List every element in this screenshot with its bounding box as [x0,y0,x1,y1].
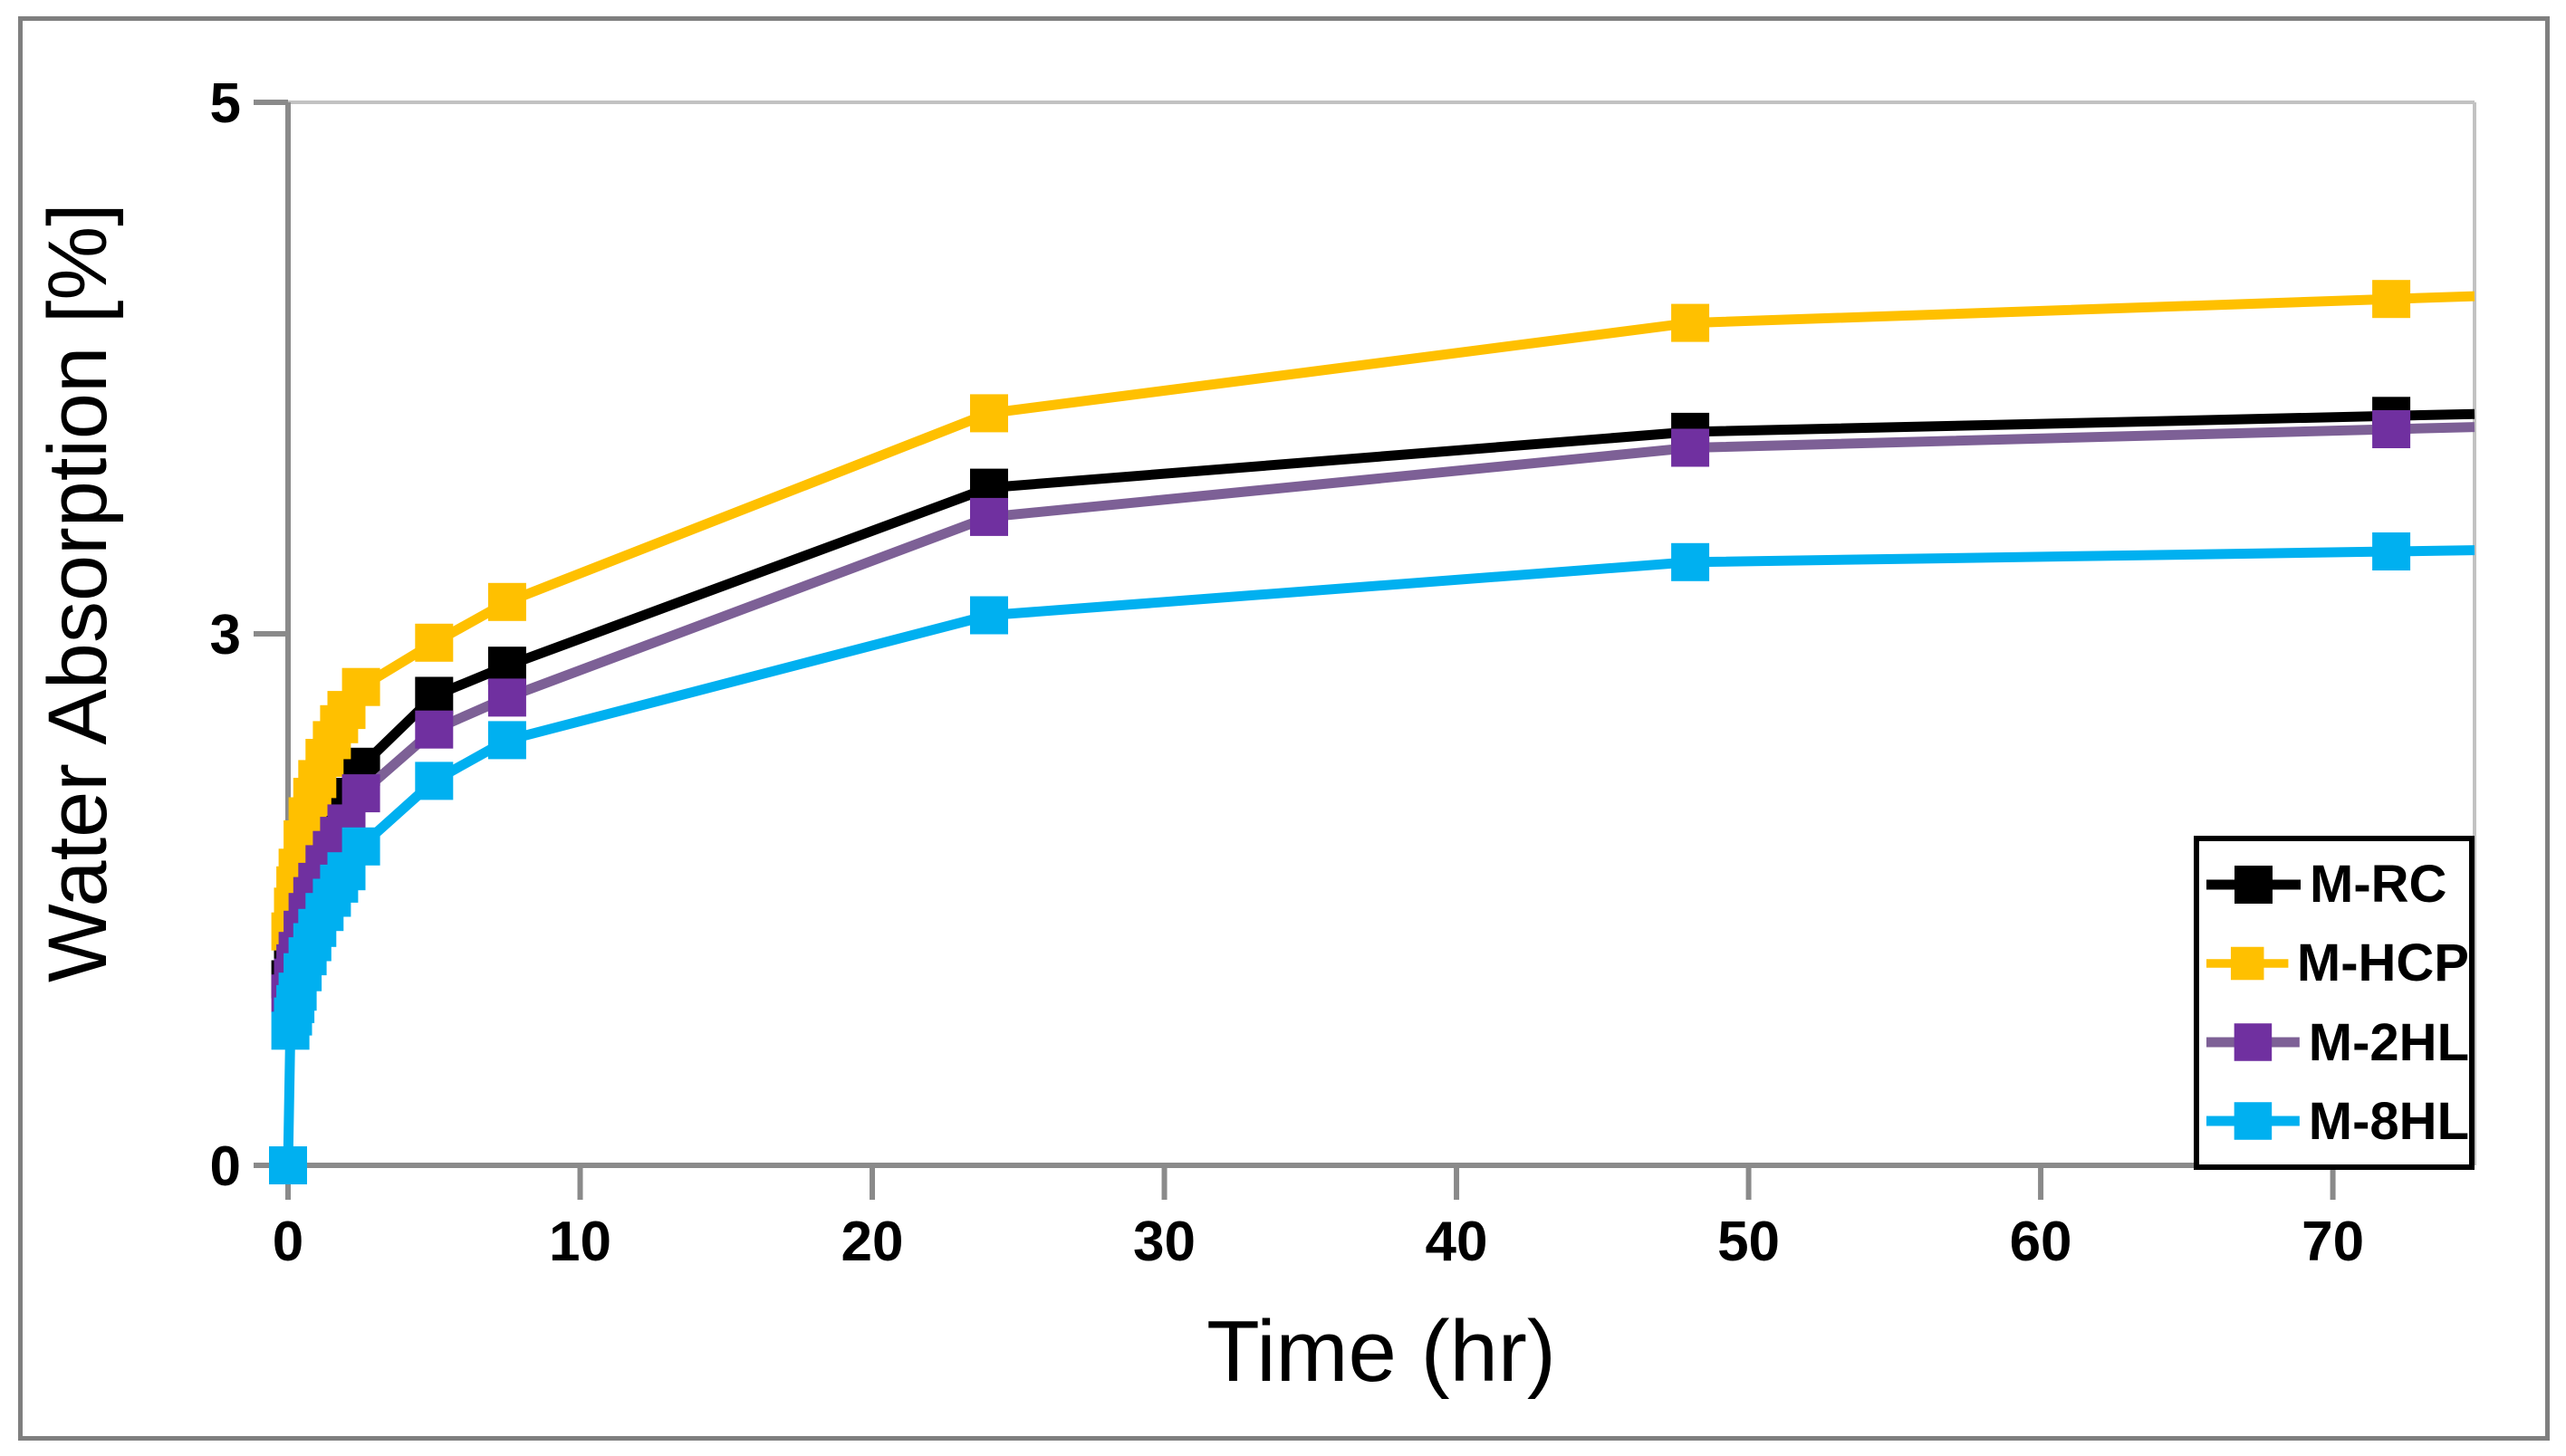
legend-label: M-8HL [2308,1091,2469,1151]
data-point-marker [970,497,1008,536]
series-marker-icon [2206,1023,2300,1061]
data-point-marker [415,623,454,662]
legend-item: M-HCP [2206,933,2469,993]
series-marker-icon [2206,865,2301,904]
series-line-M-8HL [283,545,2475,1166]
x-axis-title: Time (hr) [1206,1303,1556,1400]
series-line-M-RC [285,408,2475,981]
y-tick-label: 0 [210,1135,241,1198]
legend-item: M-8HL [2206,1091,2469,1152]
series-line-M-HCP [285,291,2475,933]
x-tick-label: 0 [273,1211,303,1273]
data-point-marker [1671,542,1710,581]
data-point-marker [487,582,526,621]
x-tick-label: 10 [549,1211,611,1273]
x-tick-label: 30 [1133,1211,1196,1273]
legend-marker [2234,1102,2273,1141]
x-tick-label: 70 [2302,1211,2364,1273]
series-M-RC [271,397,2475,999]
legend-marker [2234,865,2273,904]
series-M-8HL [269,532,2475,1184]
legend-marker [2230,946,2264,981]
x-tick-label: 20 [841,1211,904,1273]
legend-item: M-2HL [2206,1012,2469,1073]
figure-frame [18,16,2550,1441]
data-point-marker [2372,410,2411,448]
legend: M-RC M-HCP M-2HL M-8HL [2194,836,2475,1170]
data-point-marker [341,667,380,706]
data-point-marker [487,647,526,685]
series-marker-icon [2206,1102,2300,1141]
data-point-marker [415,762,454,800]
data-point-marker [970,596,1008,635]
legend-item: M-RC [2206,854,2469,915]
data-point-marker [1671,303,1710,342]
data-point-marker [415,676,454,715]
x-tick-label: 60 [2010,1211,2072,1273]
data-point-marker [341,827,380,866]
legend-label: M-RC [2310,855,2447,915]
legend-label: M-HCP [2296,934,2469,993]
data-point-marker [2372,280,2411,319]
x-tick-label: 50 [1717,1211,1780,1273]
data-point-marker [487,721,526,760]
data-point-marker [269,1146,307,1184]
data-point-marker [2372,532,2411,570]
data-point-marker [1671,428,1710,467]
legend-label: M-2HL [2308,1012,2469,1072]
data-point-marker [341,774,380,813]
x-tick-label: 40 [1426,1211,1488,1273]
legend-marker [2234,1023,2273,1061]
data-point-marker [415,710,454,749]
y-axis-title: Water Absorption [%] [32,203,124,983]
y-tick-label: 5 [210,72,241,135]
y-tick-label: 3 [210,604,241,666]
data-point-marker [487,678,526,717]
series-marker-icon [2206,946,2289,981]
series-M-HCP [271,280,2475,951]
data-point-marker [970,394,1008,433]
